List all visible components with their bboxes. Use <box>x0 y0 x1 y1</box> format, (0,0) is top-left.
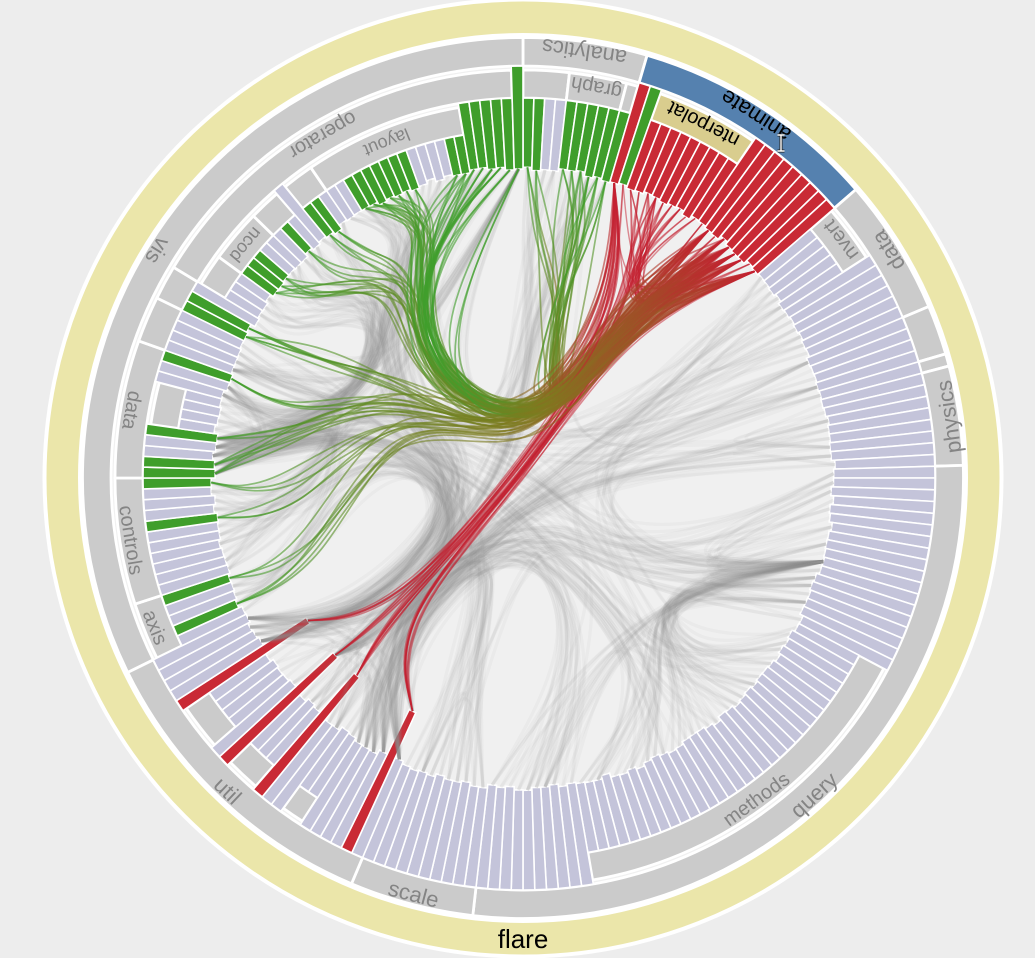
svg-text:flare: flare <box>498 924 549 954</box>
